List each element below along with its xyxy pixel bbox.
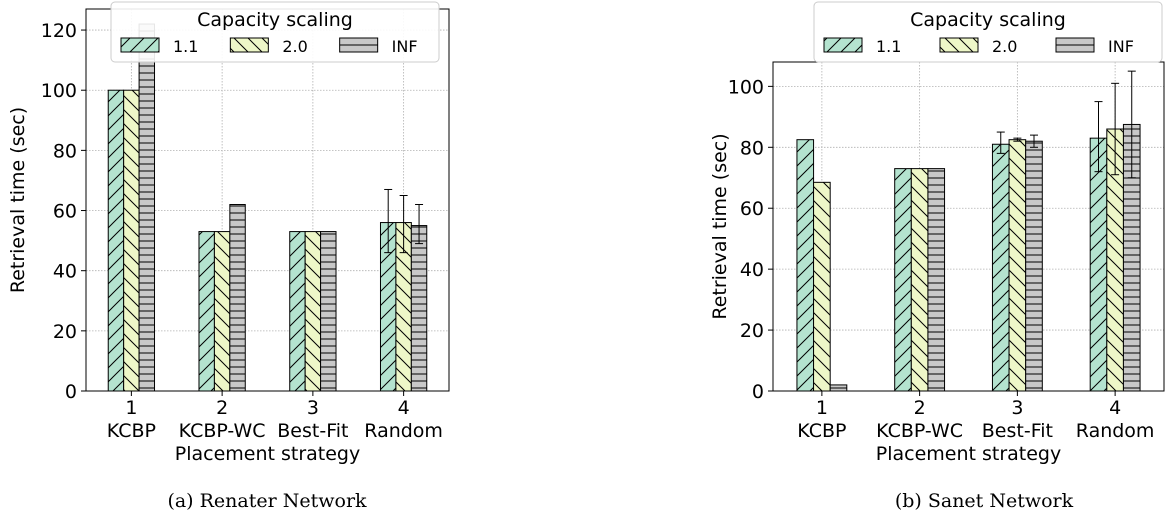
bar-1.1-KCBP [796,139,815,392]
figure-caption: (b) Sanet Network [895,490,1074,512]
legend-label-2.0: 2.0 [992,37,1017,56]
x-tick-label: 2 [914,397,926,419]
y-tick-label: 100 [728,76,764,98]
bar-INF-KCBP-WC [927,168,946,392]
y-tick-label: 120 [41,20,77,42]
legend-swatch-INF [339,37,379,53]
y-tick-label: 80 [53,140,77,162]
y-tick-label: 60 [53,201,77,223]
bar-INF-KCBP [829,384,848,392]
legend-title: Capacity scaling [197,9,353,31]
x-category-label: KCBP [107,420,156,442]
y-tick-label: 40 [53,261,77,283]
x-axis-label: Placement strategy [175,443,361,465]
legend-swatch-2.0 [939,37,979,53]
legend-swatch-1.1 [120,37,160,53]
bar-2.0-KCBP-WC [213,231,231,392]
y-tick-label: 100 [41,80,77,102]
x-category-label: Best-Fit [277,420,348,442]
y-tick-label: 80 [740,137,764,159]
y-tick-label: 20 [53,321,77,343]
bar-1.1-Best-Fit [289,231,306,392]
legend-label-INF: INF [1108,37,1134,56]
x-tick-label: 1 [125,397,137,419]
y-axis-label: Retrieval time (sec) [709,133,731,319]
x-tick-label: 3 [307,397,319,419]
y-tick-label: 0 [752,381,764,403]
bar-1.1-Random [1089,137,1108,392]
bar-INF-Best-Fit [1025,140,1043,392]
y-tick-label: 0 [65,381,77,403]
bar-2.0-Best-Fit [1008,139,1027,392]
legend-label-2.0: 2.0 [282,37,307,56]
x-tick-label: 4 [398,397,410,419]
x-tick-label: 4 [1109,397,1121,419]
y-tick-label: 60 [740,198,764,220]
x-category-label: Random [1076,420,1155,442]
legend-label-INF: INF [392,37,418,56]
bar-2.0-KCBP [123,89,140,392]
bar-INF-Best-Fit [320,231,337,392]
bar-2.0-Best-Fit [304,231,322,392]
bar-2.0-KCBP [813,181,831,392]
x-category-label: Random [364,420,443,442]
x-category-label: KCBP [797,420,846,442]
x-category-label: Best-Fit [982,420,1053,442]
legend-swatch-1.1 [823,37,863,53]
bar-INF-KCBP [138,23,156,392]
x-category-label: KCBP-WC [179,420,266,442]
bar-1.1-KCBP [107,89,125,392]
x-tick-label: 3 [1011,397,1023,419]
legend-label-1.1: 1.1 [876,37,901,56]
x-category-label: KCBP-WC [876,420,963,442]
bar-1.1-Best-Fit [991,143,1010,392]
bar-INF-Random [410,225,428,392]
bar-1.1-KCBP-WC [198,231,215,392]
legend-swatch-2.0 [229,37,269,53]
legend-swatch-INF [1055,37,1095,53]
legend-title: Capacity scaling [910,9,1066,31]
bar-2.0-KCBP-WC [910,168,929,392]
x-tick-label: 2 [216,397,228,419]
y-tick-label: 40 [740,259,764,281]
y-axis-label: Retrieval time (sec) [7,107,29,293]
bar-INF-KCBP-WC [229,204,246,392]
x-axis-label: Placement strategy [876,443,1062,465]
figure-caption: (a) Renater Network [167,490,367,512]
y-tick-label: 20 [740,320,764,342]
bar-1.1-KCBP-WC [894,168,912,392]
x-tick-label: 1 [816,397,828,419]
legend-label-1.1: 1.1 [173,37,198,56]
